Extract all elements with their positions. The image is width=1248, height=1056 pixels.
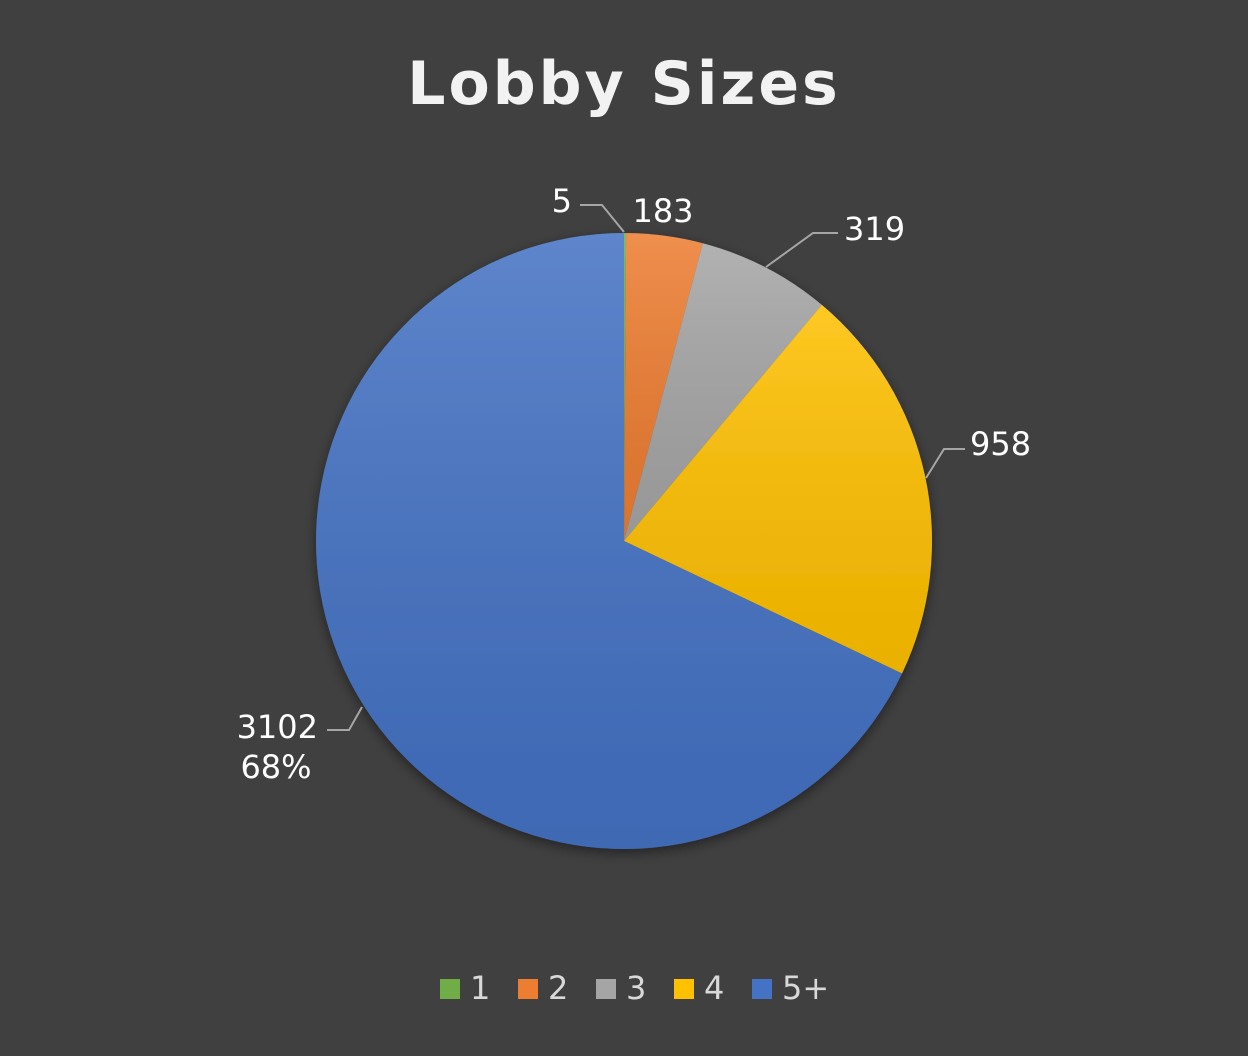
leader-lines: [327, 204, 965, 731]
chart-title: Lobby Sizes: [407, 49, 840, 119]
leader-line: [327, 706, 363, 731]
legend-swatch: [440, 979, 460, 999]
data-label-percent: 68%: [240, 748, 311, 786]
legend-swatch: [518, 979, 538, 999]
legend-label: 4: [704, 969, 724, 1007]
legend-swatch: [752, 979, 772, 999]
legend-swatch: [596, 979, 616, 999]
legend-label: 1: [470, 969, 490, 1007]
data-label-value: 958: [970, 425, 1031, 463]
legend-swatch: [674, 979, 694, 999]
legend-label: 5+: [782, 969, 829, 1007]
pie-slice-shade: [624, 243, 822, 541]
leader-line: [925, 448, 965, 479]
legend-label: 3: [626, 969, 646, 1007]
data-label-value: 3102: [237, 708, 318, 746]
legend-label: 2: [548, 969, 568, 1007]
data-label-value: 319: [844, 210, 905, 248]
leader-line: [765, 232, 838, 268]
data-label-value: 5: [552, 182, 572, 220]
pie-slice-shade: [315, 233, 903, 849]
pie-slice-shade: [624, 233, 627, 541]
leader-line: [580, 204, 625, 233]
legend: 1 2 3 4 5+: [440, 969, 829, 1007]
data-label-value: 183: [632, 192, 693, 230]
pie-slice-shade: [624, 304, 933, 674]
pie-slices: [315, 233, 933, 849]
pie-slice-shade: [624, 233, 703, 541]
